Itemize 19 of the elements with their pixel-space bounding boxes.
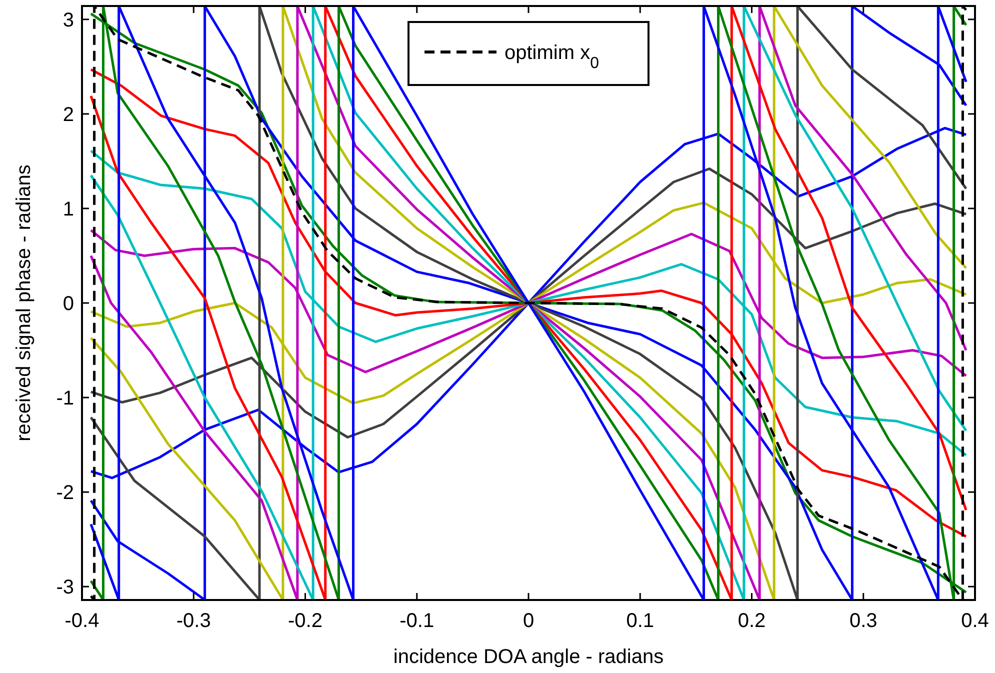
y-tick-label: -2 xyxy=(56,482,74,504)
x-tick-label: -0.2 xyxy=(288,610,322,632)
y-tick-label: 0 xyxy=(62,293,74,315)
x-tick-label: 0.2 xyxy=(738,610,766,632)
x-tick-label: -0.4 xyxy=(64,610,100,632)
x-tick-label: 0.4 xyxy=(961,610,989,632)
y-tick-label: -3 xyxy=(56,576,74,599)
y-tick-label: 2 xyxy=(62,104,74,126)
y-tick-label: 3 xyxy=(62,9,74,32)
y-axis-title: received signal phase - radians xyxy=(13,164,35,442)
x-tick-label: -0.3 xyxy=(176,610,211,632)
x-tick-label: 0.3 xyxy=(849,610,878,632)
x-tick-label: -0.1 xyxy=(400,610,434,632)
x-tick-label: 0.1 xyxy=(626,610,654,632)
y-tick-label: -1 xyxy=(56,388,74,410)
x-tick-label: 0 xyxy=(522,610,534,632)
y-tick-label: 1 xyxy=(62,198,74,220)
legend-label: optimim x$_{0}$ xyxy=(504,42,600,72)
x-axis-title: incidence DOA angle - radians xyxy=(393,646,664,668)
